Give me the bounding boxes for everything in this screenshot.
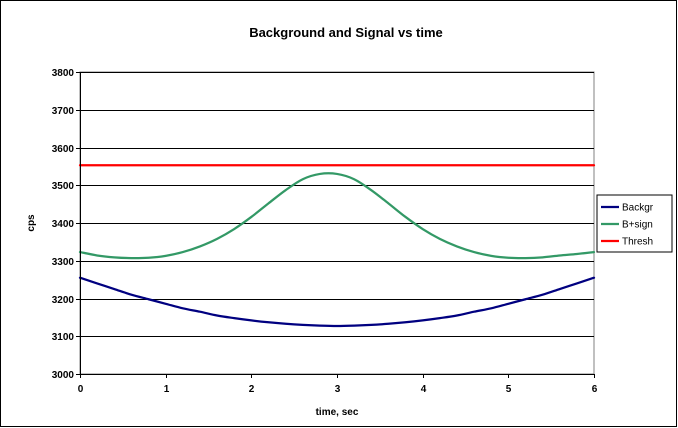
grid-lines: [80, 72, 594, 337]
x-tick-label: 1: [164, 384, 170, 395]
axes: [76, 72, 595, 378]
y-tick-label: 3700: [52, 106, 75, 117]
x-tick-labels: 0 1 2 3 4 5 6: [78, 384, 598, 395]
series-line-b-sign: [78, 172, 596, 260]
y-tick-label: 3600: [52, 144, 75, 155]
y-tick-labels: 3000 3100 3200 3300 3400 3500 3600 3700 3800: [52, 68, 75, 381]
legend: Backgr B+sign Thresh: [596, 194, 673, 253]
legend-label-b-sign: B+sign: [622, 220, 653, 231]
legend-label-thresh: Thresh: [622, 237, 653, 248]
x-tick-label: 3: [335, 384, 341, 395]
y-tick-label: 3500: [52, 181, 75, 192]
x-tick-label: 4: [421, 384, 427, 395]
y-tick-label: 3200: [52, 295, 75, 306]
series-line-backgr: [78, 276, 596, 328]
x-tick-label: 5: [506, 384, 512, 395]
series-lines: [78, 164, 596, 328]
x-axis-label: time, sec: [316, 407, 359, 418]
legend-items: Backgr B+sign Thresh: [601, 203, 654, 248]
y-tick-label: 3300: [52, 257, 75, 268]
chart-title: Background and Signal vs time: [249, 25, 443, 40]
y-tick-label: 3400: [52, 219, 75, 230]
y-tick-label: 3100: [52, 332, 75, 343]
y-tick-label: 3000: [52, 370, 75, 381]
legend-label-backgr: Backgr: [622, 203, 654, 214]
x-tick-label: 2: [249, 384, 255, 395]
x-tick-label: 6: [592, 384, 598, 395]
x-tick-label: 0: [78, 384, 84, 395]
y-tick-label: 3800: [52, 68, 75, 79]
y-axis-label: cps: [26, 214, 37, 232]
